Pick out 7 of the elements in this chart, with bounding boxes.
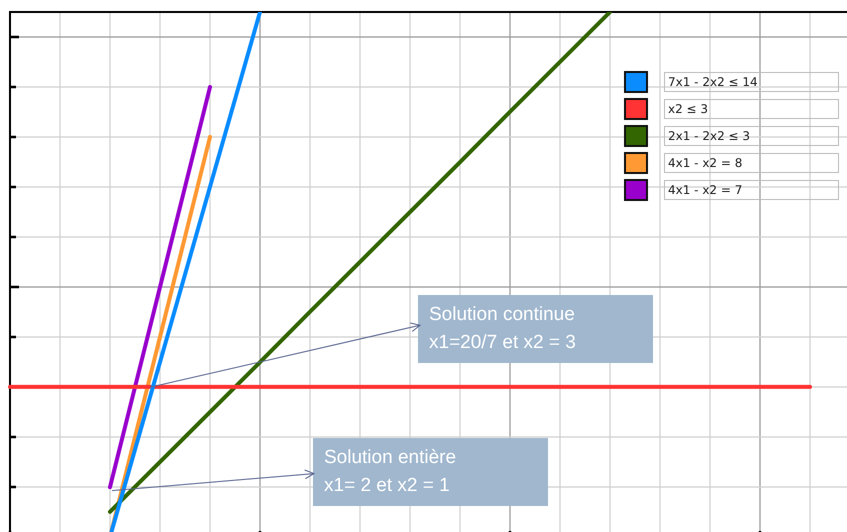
callout-box: Solution entière x1= 2 et x2 = 1 xyxy=(313,438,548,506)
legend-label: 2x1 - 2x2 ≤ 3 xyxy=(664,126,839,146)
callout-box: Solution continue x1=20/7 et x2 = 3 xyxy=(418,295,653,363)
legend-label: x2 ≤ 3 xyxy=(664,98,839,118)
legend-label: 4x1 - x2 = 8 xyxy=(664,152,839,172)
legend-label: 4x1 - x2 = 7 xyxy=(664,180,839,200)
legend-label: 7x1 - 2x2 ≤ 14 xyxy=(664,72,839,92)
